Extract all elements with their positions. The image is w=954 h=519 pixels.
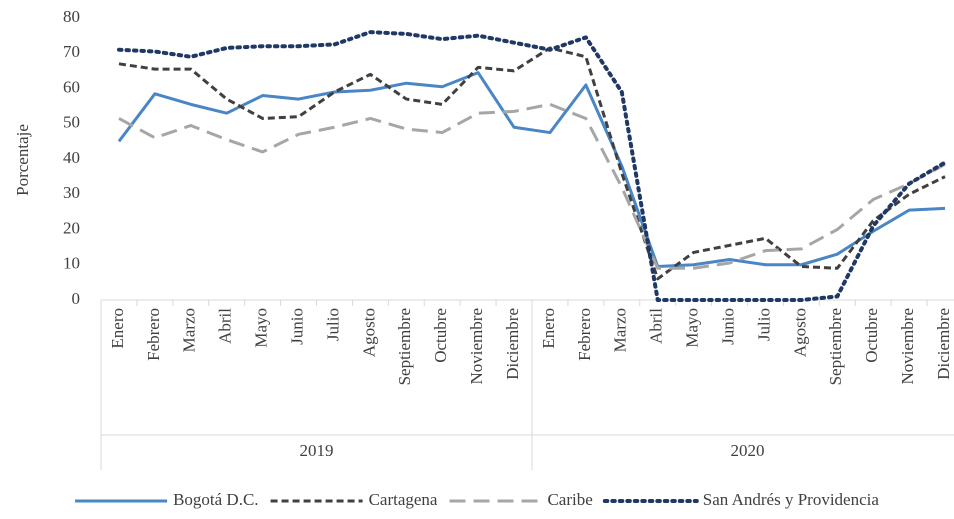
x-tick-label: Enero — [108, 308, 127, 349]
y-tick-label: 0 — [72, 289, 81, 308]
x-tick-label: Marzo — [180, 308, 199, 352]
x-tick-label: Febrero — [575, 308, 594, 361]
y-tick-label: 60 — [63, 77, 80, 96]
x-tick-label: Abril — [216, 308, 235, 344]
legend-label: Cartagena — [369, 490, 438, 509]
x-tick-label: Septiembre — [826, 308, 845, 385]
x-tick-label: Noviembre — [898, 308, 917, 384]
x-tick-label: Marzo — [611, 308, 630, 352]
x-tick-label: Diciembre — [934, 308, 953, 380]
x-tick-label: Mayo — [252, 308, 271, 348]
x-tick-label: Junio — [718, 308, 737, 345]
y-tick-label: 20 — [63, 218, 80, 237]
legend-label: Bogotá D.C. — [173, 490, 258, 509]
x-tick-label: Octubre — [862, 308, 881, 363]
series-line — [118, 46, 946, 281]
y-axis-label: Porcentaje — [13, 124, 32, 196]
y-tick-label: 30 — [63, 183, 80, 202]
y-tick-label: 40 — [63, 148, 80, 167]
x-tick-label: Julio — [323, 308, 342, 341]
group-label: 2020 — [731, 441, 765, 460]
y-tick-label: 50 — [63, 113, 80, 132]
y-tick-label: 80 — [63, 7, 80, 26]
x-tick-label: Diciembre — [503, 308, 522, 380]
legend-label: Caribe — [547, 490, 592, 509]
x-tick-label: Noviembre — [467, 308, 486, 384]
series-line — [118, 102, 946, 270]
series-line — [117, 71, 946, 269]
series-line — [116, 30, 948, 302]
x-tick-label: Septiembre — [395, 308, 414, 385]
legend-label: San Andrés y Providencia — [703, 490, 880, 509]
y-tick-label: 70 — [63, 42, 80, 61]
x-tick-label: Julio — [754, 308, 773, 341]
x-tick-label: Mayo — [683, 308, 702, 348]
y-tick-label: 10 — [63, 254, 80, 273]
x-tick-label: Abril — [647, 308, 666, 344]
group-label: 2019 — [300, 441, 334, 460]
x-tick-label: Enero — [539, 308, 558, 349]
x-tick-label: Junio — [287, 308, 306, 345]
x-tick-label: Agosto — [359, 308, 378, 357]
x-tick-label: Octubre — [431, 308, 450, 363]
x-tick-label: Febrero — [144, 308, 163, 361]
x-tick-label: Agosto — [790, 308, 809, 357]
